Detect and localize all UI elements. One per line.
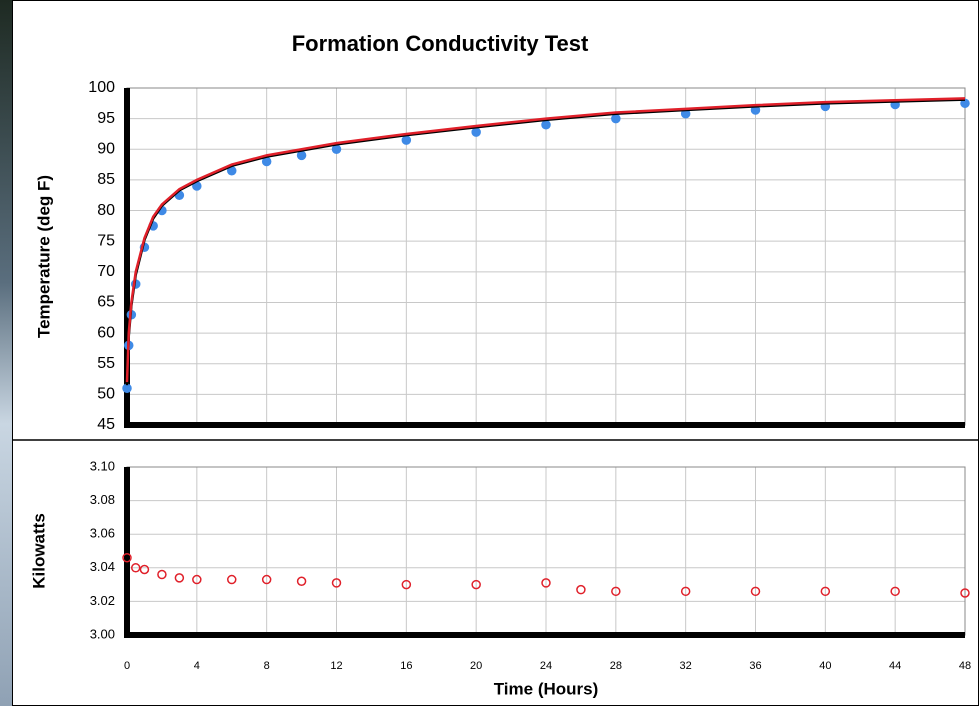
x-tick-label: 24 <box>540 660 552 672</box>
y-tick-label: 60 <box>97 324 115 341</box>
data-point <box>401 135 412 145</box>
y-tick-label: 3.02 <box>90 593 115 608</box>
x-axis-title: Time (Hours) <box>494 679 599 698</box>
y-tick-label: 55 <box>97 355 115 372</box>
data-point <box>296 576 307 586</box>
y-tick-label: 45 <box>97 416 115 433</box>
data-point <box>331 578 342 588</box>
y-tick-label: 65 <box>97 294 115 311</box>
y-axis-title: Kilowatts <box>29 513 48 589</box>
data-point <box>227 574 237 585</box>
x-tick-label: 12 <box>330 660 342 672</box>
data-point <box>820 586 831 597</box>
x-tick-label: 28 <box>610 660 622 672</box>
data-point <box>331 144 342 155</box>
data-point <box>890 586 900 597</box>
data-point <box>541 578 551 588</box>
data-point <box>750 586 761 597</box>
data-point <box>139 564 150 575</box>
y-axis-title: Temperature (deg F) <box>34 175 53 338</box>
data-point <box>680 586 691 597</box>
data-point <box>192 574 202 585</box>
x-tick-label: 0 <box>124 660 130 672</box>
x-tick-label: 32 <box>680 660 692 672</box>
y-tick-label: 50 <box>97 386 115 403</box>
y-tick-label: 100 <box>88 79 115 96</box>
y-tick-label: 90 <box>97 140 115 157</box>
y-tick-label: 70 <box>97 263 115 280</box>
x-tick-label: 44 <box>889 660 901 672</box>
data-point <box>471 127 481 137</box>
y-tick-label: 80 <box>97 202 115 219</box>
y-tick-label: 3.00 <box>90 626 115 641</box>
photo-strip <box>0 0 12 706</box>
y-tick-label: 75 <box>97 232 115 249</box>
data-point <box>541 120 551 130</box>
data-point <box>611 113 621 124</box>
y-tick-label: 95 <box>97 110 115 127</box>
data-point <box>611 586 621 597</box>
data-point <box>174 573 185 583</box>
chart-title: Formation Conductivity Test <box>292 31 589 56</box>
y-tick-label: 3.04 <box>90 559 115 574</box>
data-point <box>401 579 412 590</box>
x-tick-label: 36 <box>749 660 761 672</box>
x-tick-label: 48 <box>959 660 971 672</box>
data-point <box>261 156 272 167</box>
x-tick-label: 4 <box>194 660 200 672</box>
y-tick-label: 3.08 <box>90 492 115 507</box>
y-tick-label: 3.06 <box>90 526 115 541</box>
y-tick-label: 85 <box>97 171 115 188</box>
data-line <box>125 97 966 383</box>
data-point <box>122 552 132 563</box>
data-point <box>130 563 141 573</box>
data-point <box>471 579 481 590</box>
data-point <box>576 584 586 595</box>
x-tick-label: 16 <box>400 660 412 672</box>
data-point <box>157 569 167 580</box>
y-tick-label: 3.10 <box>90 458 115 473</box>
x-tick-label: 8 <box>264 660 270 672</box>
data-point <box>261 574 272 585</box>
data-point <box>960 588 970 598</box>
data-point <box>296 150 307 161</box>
x-tick-label: 20 <box>470 660 482 672</box>
data-point <box>122 383 132 393</box>
x-tick-label: 40 <box>819 660 831 672</box>
